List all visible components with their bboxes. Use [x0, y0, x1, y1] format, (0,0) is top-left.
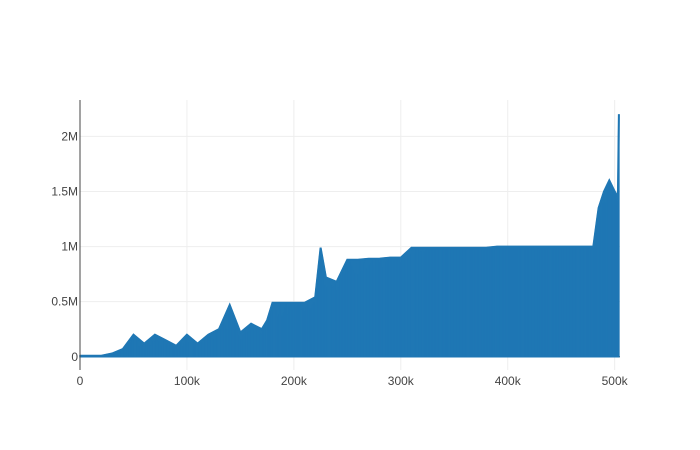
y-tick-labels: 0 0.5M 1M 1.5M 2M [51, 129, 78, 363]
x-tick-label: 400k [495, 374, 522, 388]
y-tick-label: 1M [61, 240, 78, 254]
series-line [80, 114, 620, 357]
x-tick-label: 100k [174, 374, 201, 388]
x-tick-label: 300k [388, 374, 415, 388]
y-tick-label: 0 [71, 350, 78, 364]
x-tick-label: 500k [602, 374, 629, 388]
x-tick-label: 200k [281, 374, 308, 388]
x-tick-labels: 0 100k 200k 300k 400k 500k [77, 374, 629, 388]
y-tick-label: 0.5M [51, 295, 78, 309]
x-tick-label: 0 [77, 374, 84, 388]
y-tick-label: 2M [61, 129, 78, 143]
series-group [79, 114, 620, 358]
y-tick-label: 1.5M [51, 184, 78, 198]
